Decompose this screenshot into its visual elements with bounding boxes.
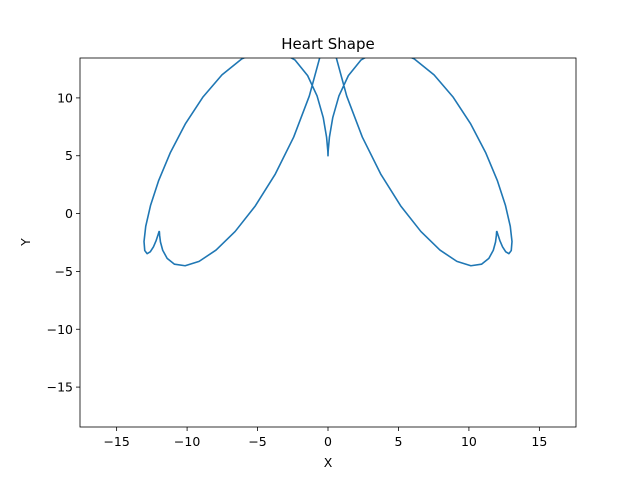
x-tick-label: −5 — [248, 434, 266, 449]
x-tick-label: 0 — [324, 434, 332, 449]
x-tick-label: 10 — [461, 434, 477, 449]
y-axis-label: Y — [18, 238, 33, 247]
plot-frame — [79, 57, 577, 428]
y-tick-label: 10 — [57, 90, 73, 105]
y-tick-label: 0 — [65, 206, 73, 221]
chart-title: Heart Shape — [281, 35, 375, 53]
y-tick-label: 5 — [65, 148, 73, 163]
x-tick-label: 5 — [394, 434, 402, 449]
x-tick-label: −10 — [174, 434, 200, 449]
plot-area — [79, 57, 577, 428]
x-axis-label: X — [324, 455, 333, 470]
y-tick-label: −15 — [47, 380, 73, 395]
series-layer — [143, 58, 513, 267]
y-tick-label: −5 — [55, 264, 73, 279]
y-tick-label: −10 — [47, 322, 73, 337]
x-axis: −15 −10 −5 0 5 10 15 — [103, 427, 547, 449]
x-tick-label: −15 — [103, 434, 129, 449]
y-axis: −15 −10 −5 0 5 10 — [47, 90, 80, 395]
x-tick-label: 15 — [531, 434, 547, 449]
heart-curve-line — [143, 58, 513, 267]
